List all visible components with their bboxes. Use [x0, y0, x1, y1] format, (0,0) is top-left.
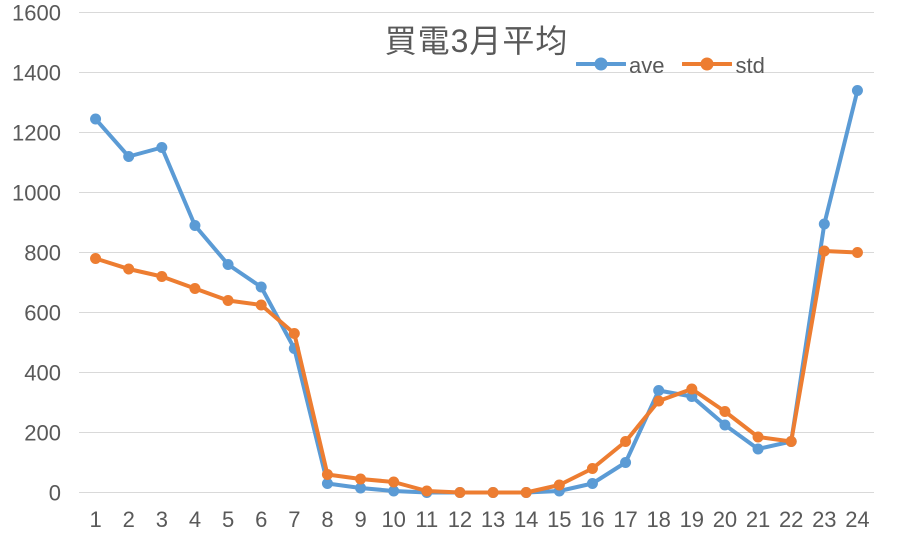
- svg-text:200: 200: [24, 421, 61, 446]
- point-std-5: [222, 295, 234, 306]
- legend: ave std: [575, 53, 765, 78]
- legend-label-ave: ave: [629, 53, 665, 78]
- point-std-14: [520, 487, 532, 498]
- point-ave-5: [222, 259, 234, 270]
- svg-text:12: 12: [448, 507, 472, 532]
- svg-text:9: 9: [354, 507, 366, 532]
- point-std-8: [321, 469, 333, 480]
- svg-text:2: 2: [123, 507, 135, 532]
- point-std-16: [586, 463, 598, 474]
- ave-line-marker-icon: [575, 56, 627, 77]
- svg-text:24: 24: [845, 507, 869, 532]
- svg-text:1600: 1600: [12, 1, 61, 26]
- svg-text:5: 5: [222, 507, 234, 532]
- svg-text:0: 0: [49, 481, 61, 506]
- point-std-7: [288, 328, 300, 339]
- std-line-marker-icon: [681, 56, 734, 77]
- point-std-3: [156, 271, 168, 282]
- point-std-18: [653, 395, 665, 407]
- series-std: [90, 245, 863, 498]
- point-ave-1: [90, 113, 102, 125]
- point-std-2: [123, 263, 135, 275]
- point-ave-24: [851, 85, 863, 96]
- svg-text:6: 6: [255, 507, 267, 532]
- point-ave-8: [321, 478, 333, 489]
- svg-text:3: 3: [156, 507, 168, 532]
- svg-text:17: 17: [613, 507, 637, 532]
- point-std-15: [553, 479, 565, 491]
- point-ave-9: [355, 482, 367, 494]
- gridlines: [79, 11, 874, 494]
- point-std-12: [454, 487, 466, 498]
- svg-text:8: 8: [321, 507, 333, 532]
- svg-text:600: 600: [24, 301, 61, 326]
- svg-text:1000: 1000: [12, 181, 61, 206]
- svg-text:7: 7: [288, 507, 300, 532]
- point-ave-3: [156, 142, 168, 153]
- point-std-1: [90, 253, 102, 264]
- point-ave-18: [653, 385, 665, 396]
- point-std-17: [620, 436, 632, 447]
- svg-text:4: 4: [189, 507, 201, 532]
- point-std-24: [851, 247, 863, 258]
- point-std-22: [785, 436, 797, 447]
- svg-text:21: 21: [746, 507, 770, 532]
- point-ave-6: [255, 281, 267, 293]
- point-std-4: [189, 283, 201, 294]
- point-std-6: [255, 299, 267, 311]
- point-ave-10: [388, 485, 400, 497]
- svg-text:15: 15: [547, 507, 571, 532]
- svg-text:16: 16: [580, 507, 604, 532]
- point-ave-17: [620, 457, 632, 468]
- svg-text:19: 19: [680, 507, 704, 532]
- point-ave-21: [752, 443, 764, 455]
- svg-text:1: 1: [89, 507, 101, 532]
- point-std-10: [388, 476, 400, 488]
- point-std-21: [752, 431, 764, 443]
- svg-text:400: 400: [24, 361, 61, 386]
- svg-text:14: 14: [514, 507, 538, 532]
- svg-text:10: 10: [381, 507, 405, 532]
- point-std-20: [719, 406, 731, 417]
- svg-text:1200: 1200: [12, 121, 61, 146]
- point-ave-4: [189, 220, 201, 231]
- legend-item-std[interactable]: std: [681, 53, 765, 78]
- point-std-9: [355, 473, 367, 485]
- svg-text:22: 22: [779, 507, 803, 532]
- legend-label-std: std: [735, 53, 765, 78]
- svg-text:18: 18: [646, 507, 670, 532]
- point-std-19: [686, 383, 698, 395]
- point-ave-23: [818, 218, 830, 230]
- svg-text:13: 13: [481, 507, 505, 532]
- svg-text:800: 800: [24, 241, 61, 266]
- svg-text:23: 23: [812, 507, 836, 532]
- point-std-23: [818, 245, 830, 257]
- point-ave-20: [719, 419, 731, 431]
- x-axis-labels: 1 2 3 4 5 6 7 8 9 10 11 12 13 14 15 16 17 18 19 20 21 22 23 24: [89, 507, 869, 532]
- point-std-13: [487, 487, 499, 498]
- svg-text:1400: 1400: [12, 61, 61, 86]
- point-ave-2: [123, 151, 135, 162]
- y-axis-labels: 0 200 400 600 800 1000 1200 1400 1600: [12, 1, 61, 506]
- point-std-11: [421, 485, 433, 497]
- point-ave-16: [586, 478, 598, 489]
- svg-text:20: 20: [713, 507, 737, 532]
- legend-item-ave[interactable]: ave: [575, 53, 665, 78]
- svg-text:11: 11: [415, 507, 438, 532]
